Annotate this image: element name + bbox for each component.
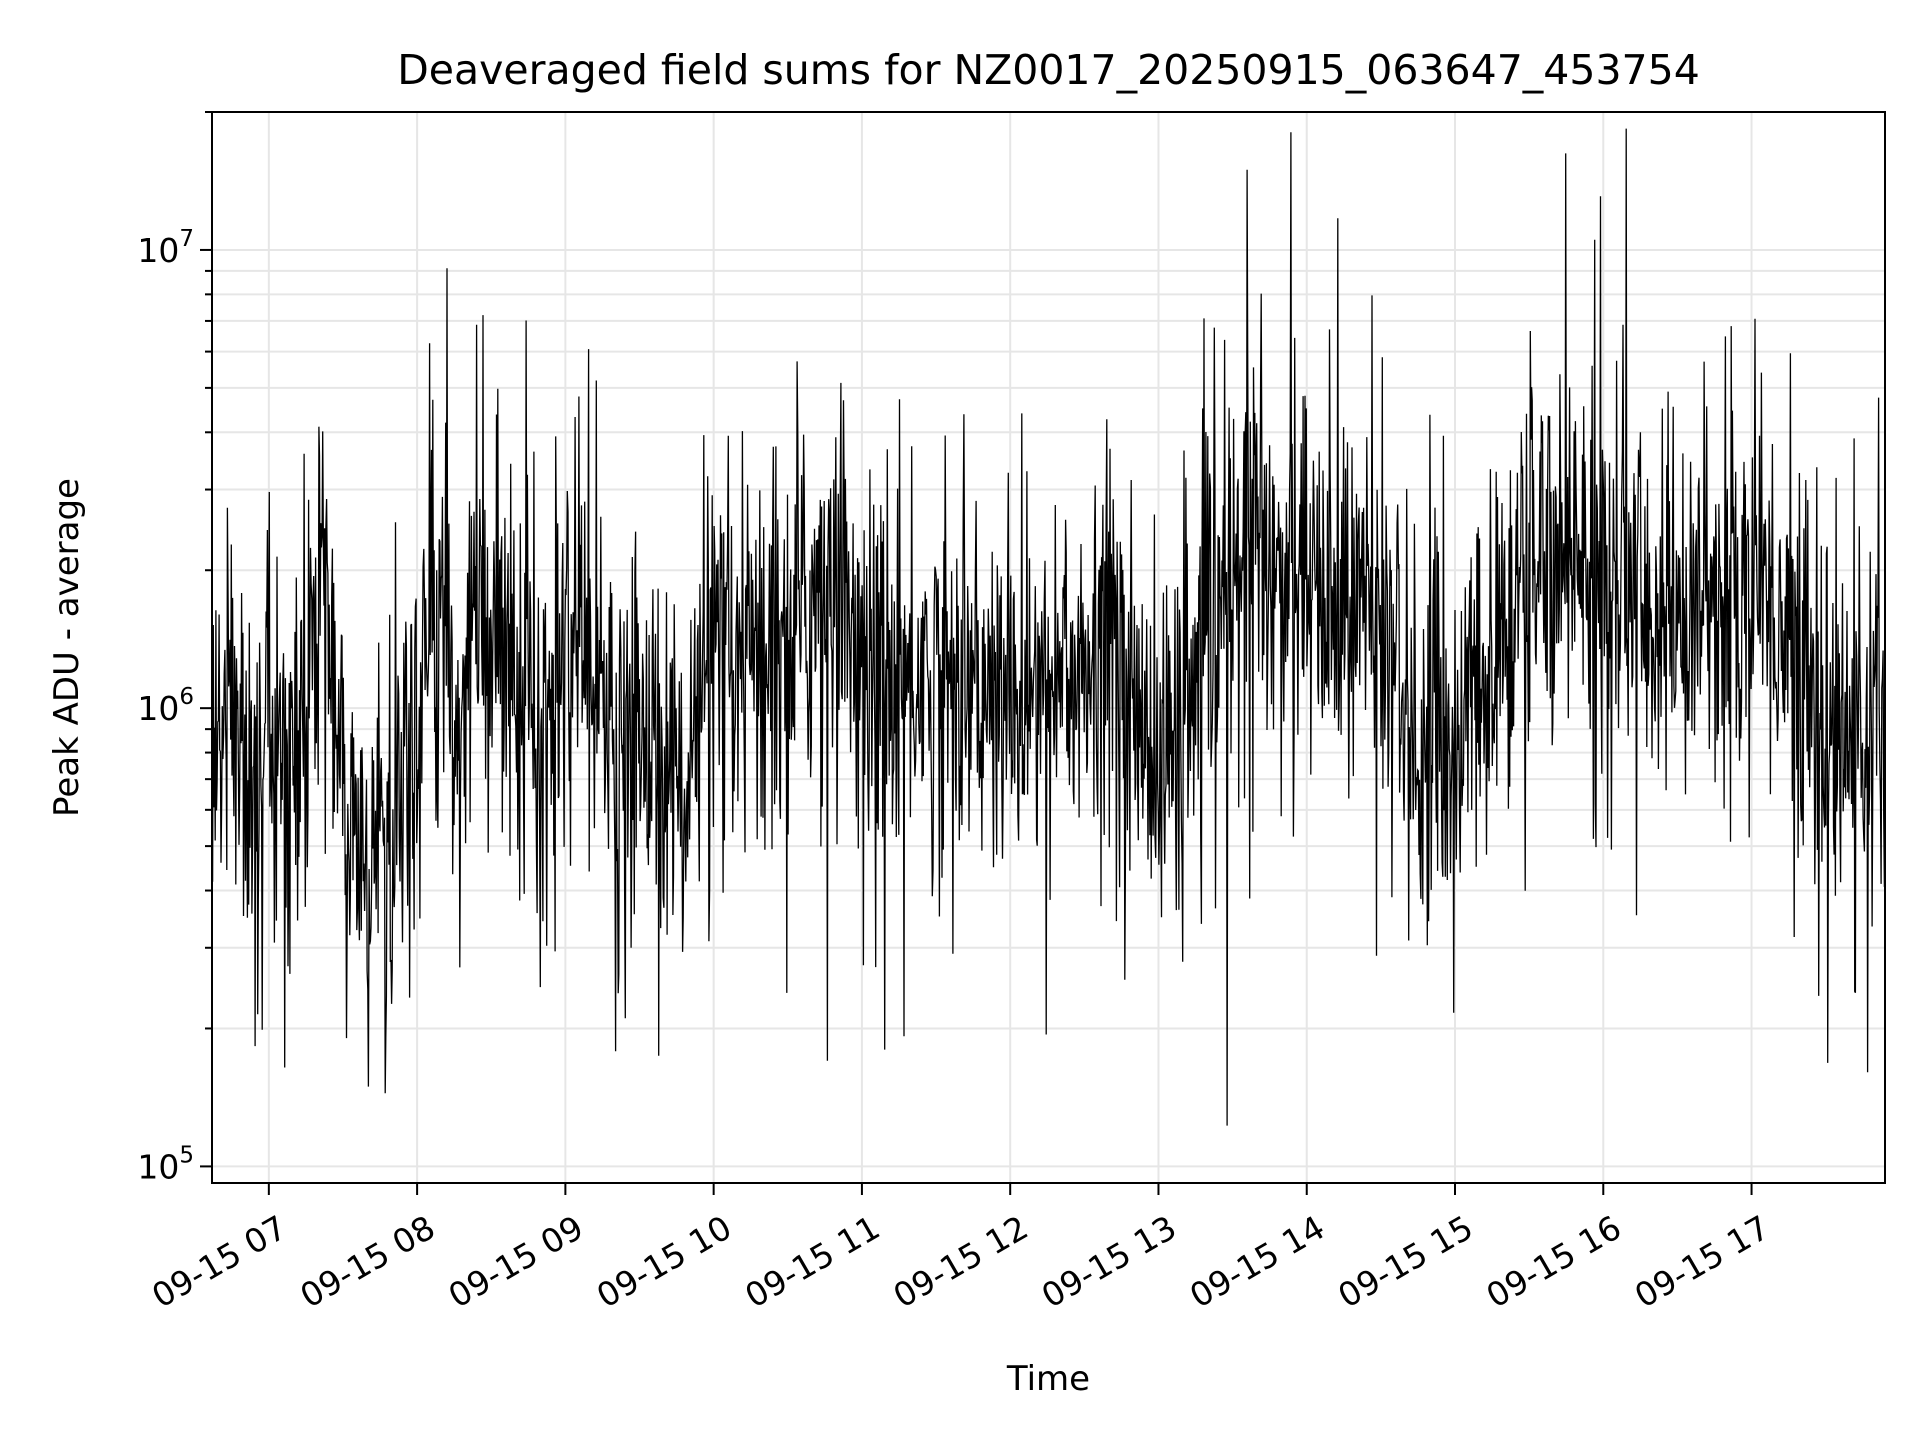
x-tick-label: 09-15 08	[294, 1208, 442, 1316]
y-tick-exponent: 5	[179, 1142, 194, 1168]
x-tick-label: 09-15 14	[1183, 1208, 1331, 1316]
x-tick-label: 09-15 09	[442, 1208, 590, 1316]
x-tick-label: 09-15 11	[738, 1208, 886, 1316]
x-tick-label: 09-15 13	[1035, 1208, 1183, 1316]
y-tick-base: 10	[137, 231, 179, 270]
x-tick-label: 09-15 10	[590, 1208, 738, 1316]
y-tick-base: 10	[137, 689, 179, 728]
y-tick-exponent: 6	[179, 684, 194, 710]
chart-title: Deaveraged field sums for NZ0017_2025091…	[397, 46, 1700, 94]
y-tick-label: 107	[137, 226, 194, 270]
x-tick-label: 09-15 12	[887, 1208, 1035, 1316]
plot-frame	[211, 111, 1886, 1184]
x-tick-label: 09-15 15	[1331, 1208, 1479, 1316]
y-axis-label: Peak ADU - average	[47, 478, 87, 817]
y-tick-label: 105	[137, 1142, 194, 1186]
series-line	[211, 128, 1886, 1126]
y-tick-base: 10	[137, 1147, 179, 1186]
grid-layer	[212, 111, 1885, 1183]
x-axis-label: Time	[1006, 1359, 1090, 1399]
y-tick-label: 106	[137, 684, 194, 728]
x-tick-label: 09-15 07	[145, 1208, 293, 1316]
series-layer	[211, 128, 1886, 1126]
x-tick-label: 09-15 17	[1628, 1208, 1776, 1316]
y-tick-exponent: 7	[179, 226, 194, 252]
x-tick-label: 09-15 16	[1480, 1208, 1628, 1316]
